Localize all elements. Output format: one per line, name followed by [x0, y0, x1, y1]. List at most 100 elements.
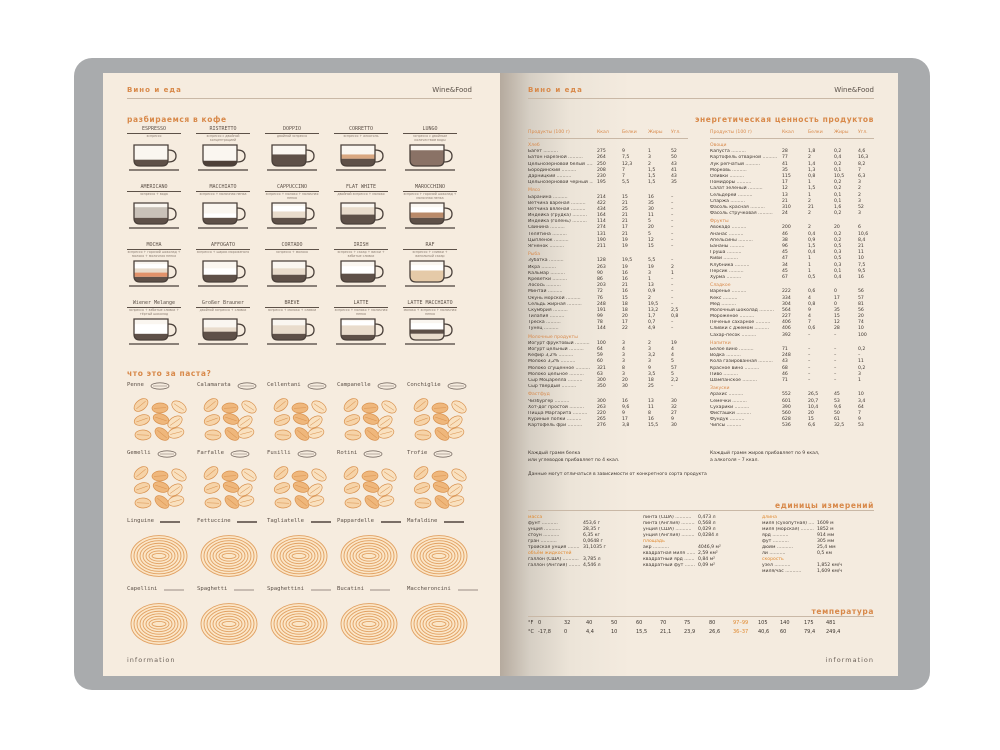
table-cell: 5 — [671, 359, 674, 365]
table-cell: 2 — [808, 198, 811, 204]
temp-cell: 21,1 — [660, 629, 672, 635]
units-row: унция (США) ........... 0,029 л — [643, 527, 743, 533]
table-cell: 13,2 — [648, 307, 659, 313]
table-cell: 18 — [622, 307, 628, 313]
table-cell: 264 — [597, 155, 606, 161]
table-row: Печенье сахарное .......... 406 7 12 74 — [710, 320, 880, 326]
note-line — [528, 464, 718, 471]
table-cell: Мороженое .......... — [710, 314, 755, 320]
table-cell: 100 — [597, 340, 606, 346]
table-cell: 0,2 — [834, 237, 842, 243]
table-cell: 10,4 — [808, 404, 819, 410]
pasta-name: Capellini — [127, 586, 158, 592]
table-cell: Сельдерей .......... — [710, 192, 753, 198]
pasta-illustration-icon — [273, 466, 327, 509]
coffee-description: двойной эспрессо — [276, 134, 308, 138]
table-cell: 1,3 — [808, 167, 816, 173]
table-cell: 2 — [648, 340, 651, 346]
table-cell: 22 — [622, 326, 628, 332]
note-right: Каждый грамм жиров прибавляет по 9 ккал,… — [710, 450, 880, 464]
table-row: Сыр Моцарелла .......... 300 20 18 2,2 — [528, 378, 693, 384]
table-cell: 0,2 — [834, 180, 842, 186]
table-cell: 3 — [622, 371, 625, 377]
table-cell: 2 — [808, 211, 811, 217]
temp-cell: 175 — [804, 620, 814, 626]
table-cell: – — [834, 332, 837, 338]
table-cell: Индейка (грудка) .......... — [528, 213, 587, 219]
table-cell: 7 — [858, 410, 861, 416]
table-row: Окунь морской .......... 76 15 2 – — [528, 296, 693, 302]
table-cell: 422 — [597, 200, 606, 206]
table-cell: 7 — [808, 320, 811, 326]
pasta-illustration-icon — [413, 466, 467, 509]
coffee-layer — [203, 327, 237, 332]
temp-cell: 32 — [564, 620, 571, 626]
coffee-layer — [341, 273, 375, 282]
table-cell: 310 — [782, 204, 791, 210]
coffee-layer — [134, 159, 168, 166]
units-name: квадратный фут ........... — [643, 563, 695, 568]
coffee-item: IRISH эспрессо + сахар + виски + взбитые … — [334, 242, 404, 302]
table-cell: Персик .......... — [710, 268, 744, 274]
temp-cell: 4,4 — [586, 629, 594, 635]
table-cell: 334 — [782, 295, 791, 301]
table-cell: 406 — [782, 320, 791, 326]
table-cell: 9 — [858, 417, 861, 423]
coffee-layer — [341, 158, 375, 166]
table-cell: Салат зелёный .......... — [710, 186, 763, 192]
coffee-layer — [134, 217, 168, 224]
table-cell: 0,8 — [671, 314, 679, 320]
pasta-name: Trofie — [407, 450, 428, 456]
table-cell: 18 — [648, 377, 654, 383]
table-row: Цыплёнок .......... 190 19 12 – — [528, 238, 693, 244]
table-cell: 16 — [648, 417, 654, 423]
pasta-illustration-icon — [203, 398, 257, 441]
table-cell: 21 — [622, 200, 628, 206]
temp-cell: 70 — [660, 620, 667, 626]
right-page: Вино и еда Wine&Food энергетическая ценн… — [500, 73, 898, 676]
coffee-cup-icon — [336, 144, 386, 171]
units-name: стоун ........... — [528, 533, 560, 538]
table-cell: – — [834, 359, 837, 365]
table-cell: 56 — [858, 289, 864, 295]
table-cell: 10,6 — [858, 231, 869, 237]
units-value: 0,473 л — [698, 515, 716, 520]
table-cell: Сахар-песок .......... — [710, 332, 757, 338]
table-row: Минтай .......... 72 16 0,9 – — [528, 289, 693, 295]
left-page: Вино и еда Wine&Food разбираемся в кофе … — [103, 73, 500, 676]
table-cell: 46 — [782, 371, 788, 377]
table-cell: 20 — [858, 314, 864, 320]
table-cell: 248 — [597, 301, 606, 307]
units-name: миля/час ........... — [762, 569, 802, 574]
table-cell: 536 — [782, 423, 791, 429]
table-row: Красное вино .......... 68 – – 0,2 — [710, 366, 880, 372]
coffee-layer — [203, 217, 237, 224]
table-cell: – — [671, 219, 674, 225]
table-cell: Багет .......... — [528, 149, 558, 155]
table-cell: 214 — [597, 194, 606, 200]
table-cell: 64 — [858, 404, 864, 410]
table-cell: 1 — [858, 377, 861, 383]
units-row: тройская унция ........... 31,1035 г — [528, 545, 628, 551]
temp-cell: °C — [528, 629, 534, 635]
table-cell: 0,5 — [808, 274, 816, 280]
coffee-item: CORTADO эспрессо + молоко — [265, 242, 335, 302]
coffee-layer — [410, 207, 444, 213]
table-row: Пиво .......... 46 – – 3 — [710, 372, 880, 378]
table-cell: 9 — [648, 365, 651, 371]
table-cell: 72 — [597, 289, 603, 295]
table-row: Ветчина варёная .......... 422 21 35 – — [528, 201, 693, 207]
units-row: гран ........... 0,0648 г — [528, 539, 628, 545]
pasta-illustration-icon — [410, 603, 468, 645]
coffee-cup-icon — [129, 202, 179, 229]
pasta-item: Spaghetti — [197, 586, 275, 656]
coffee-description: эспрессо с двойной концентрацией — [206, 134, 240, 142]
units-value: 305 мм — [817, 539, 835, 544]
coffee-name: CORRETTO — [334, 126, 388, 134]
table-cell: Зубатка .......... — [528, 258, 564, 264]
table-cell: Треска .......... — [528, 320, 561, 326]
table-cell: Фасоль красная .......... — [710, 204, 765, 210]
table-cell: 21 — [782, 198, 788, 204]
table-row: Баранина .......... 214 15 16 – — [528, 195, 693, 201]
coffee-name: MACCHIATO — [196, 184, 250, 192]
